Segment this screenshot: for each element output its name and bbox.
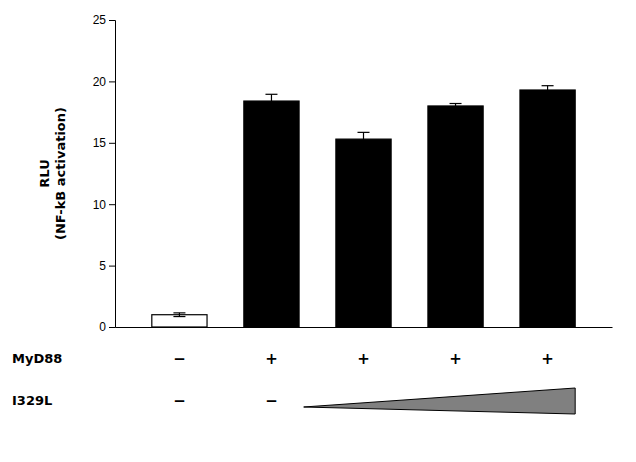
x-axis — [116, 327, 613, 328]
y-tick-mark — [109, 143, 115, 144]
error-cap — [542, 94, 554, 95]
y-tick: 20 — [93, 75, 115, 89]
bar — [244, 101, 299, 327]
bar — [336, 139, 391, 327]
y-tick-mark — [109, 327, 115, 328]
y-tick-label: 15 — [93, 136, 107, 150]
y-tick-label: 5 — [99, 259, 106, 273]
y-axis-line — [109, 21, 116, 328]
error-line — [455, 104, 456, 109]
y-tick-label: 0 — [99, 320, 106, 334]
error-bar — [358, 132, 370, 146]
y-tick: 25 — [93, 13, 115, 27]
y-axis-title-line: (NF-kB activation) — [53, 107, 68, 240]
y-tick-mark — [109, 266, 115, 267]
row-sign: + — [449, 350, 462, 368]
y-tick: 0 — [99, 320, 115, 334]
bar — [428, 106, 483, 327]
row-sign: + — [541, 350, 554, 368]
row-sign: − — [265, 392, 278, 410]
y-tick: 10 — [93, 198, 115, 212]
error-bar — [173, 313, 185, 317]
error-cap — [450, 108, 462, 109]
error-line — [547, 86, 548, 95]
row-label: MyD88 — [12, 351, 62, 366]
row-sign: − — [173, 392, 186, 410]
error-cap — [358, 132, 370, 133]
error-cap — [265, 107, 277, 108]
bar — [520, 90, 575, 327]
row-sign: − — [173, 350, 186, 368]
chart: 0 5 10 15 20 25 RLU(NF-kB activation) MyD88 − + + +… — [0, 0, 636, 462]
bars — [152, 86, 575, 327]
y-axis-title-line: RLU — [37, 159, 52, 187]
row-sign: + — [357, 350, 370, 368]
error-cap — [450, 103, 462, 104]
bar — [152, 315, 207, 327]
y-tick-mark — [109, 81, 115, 82]
error-bar — [450, 104, 462, 109]
row-sign: + — [265, 350, 278, 368]
error-line — [271, 94, 272, 108]
error-cap — [542, 85, 554, 86]
error-bar — [265, 94, 277, 108]
error-cap — [265, 94, 277, 95]
y-tick: 15 — [93, 136, 115, 150]
error-cap — [173, 316, 185, 317]
y-tick-mark — [109, 20, 115, 21]
y-axis: 0 5 10 15 20 25 — [93, 13, 116, 334]
condition-row: MyD88 − + + + + — [12, 350, 554, 368]
y-tick-mark — [109, 204, 115, 205]
y-tick-label: 20 — [93, 75, 107, 89]
x-axis-line — [116, 327, 613, 328]
row-label: I329L — [12, 393, 52, 408]
y-tick: 5 — [99, 259, 115, 273]
dose-wedge — [304, 388, 576, 414]
y-axis-title: RLU(NF-kB activation) — [37, 107, 68, 240]
y-tick-label: 25 — [93, 13, 107, 27]
error-cap — [173, 312, 185, 313]
plot: 0 5 10 15 20 25 RLU(NF-kB activation) MyD88 − + + +… — [12, 13, 613, 414]
error-line — [363, 132, 364, 146]
error-bar — [542, 86, 554, 95]
y-tick-label: 10 — [93, 198, 107, 212]
condition-row: I329L − − — [12, 388, 575, 414]
error-cap — [358, 145, 370, 146]
